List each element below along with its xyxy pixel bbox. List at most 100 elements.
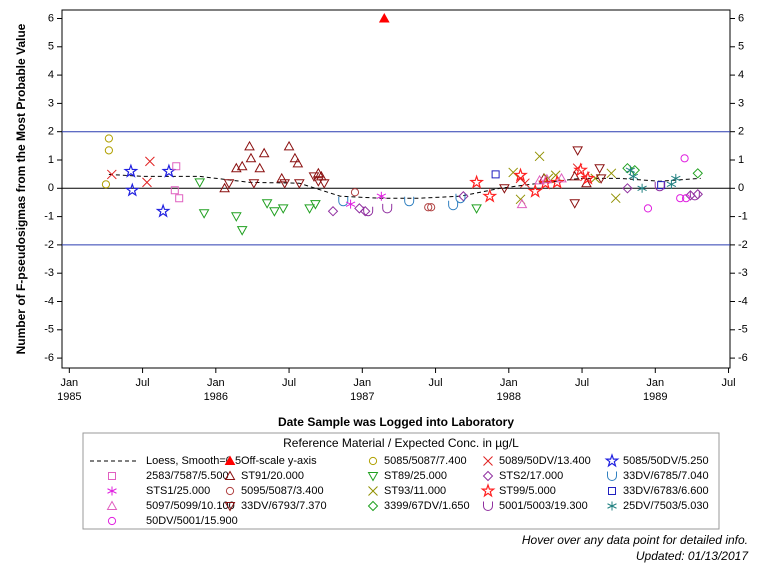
data-point [276, 172, 288, 183]
x-tick-label: Jan [60, 377, 78, 389]
y-tick-label: 0 [48, 182, 54, 194]
data-point [527, 183, 543, 198]
y-tick-label: 5 [48, 41, 54, 53]
data-point [680, 154, 689, 163]
data-point [643, 204, 653, 213]
legend-marker [607, 471, 617, 481]
data-point [236, 160, 248, 171]
data-point [541, 173, 553, 184]
y-axis-label: Number of F-pseudosigmas from the Most P… [14, 23, 28, 354]
data-point [236, 226, 248, 236]
legend-marker [368, 486, 378, 496]
y2-tick-label: -5 [738, 324, 748, 336]
data-point [124, 182, 140, 197]
legend-marker [224, 455, 236, 465]
y-tick-label: 2 [48, 126, 54, 138]
legend-title: Reference Material / Expected Conc. in µ… [283, 436, 519, 450]
legend-marker [480, 483, 496, 498]
legend-label: Off-scale y-axis [241, 455, 317, 467]
legend-label: STS2/17.000 [499, 470, 563, 482]
data-point [629, 164, 640, 176]
data-point [310, 200, 321, 210]
x-year-label: 1988 [497, 391, 521, 403]
y2-tick-label: 0 [738, 182, 744, 194]
data-point [123, 163, 139, 178]
data-point [170, 186, 179, 195]
data-point [292, 157, 304, 168]
x-tick-label: Jul [282, 377, 296, 389]
data-point [230, 162, 242, 173]
data-point [345, 199, 356, 209]
note: Updated: 01/13/2017 [636, 549, 749, 563]
data-point [360, 206, 371, 217]
data-point [354, 203, 365, 214]
x-tick-label: Jul [575, 377, 589, 389]
data-point [104, 146, 113, 155]
data-point [622, 183, 633, 194]
y-tick-label: -5 [44, 324, 54, 336]
data-point [681, 194, 691, 203]
data-point [448, 200, 459, 211]
legend-marker [106, 500, 118, 510]
legend-label: 5097/5099/10.100 [146, 500, 235, 512]
data-point [516, 198, 528, 209]
data-point [637, 183, 647, 193]
data-point [628, 171, 639, 181]
data-point [534, 151, 545, 162]
legend-marker [482, 470, 494, 482]
data-point [469, 174, 485, 189]
legend-label: 25DV/7503/5.030 [623, 500, 709, 512]
data-point [145, 156, 155, 167]
y2-tick-label: -2 [738, 239, 748, 251]
data-point [104, 134, 113, 143]
data-point [654, 181, 665, 192]
legend-label: Loess, Smooth=0.5 [146, 455, 241, 467]
data-point [175, 194, 184, 203]
legend-label: ST91/20.000 [241, 470, 304, 482]
data-point [569, 199, 581, 209]
x-tick-label: Jul [136, 377, 150, 389]
data-point [458, 191, 469, 202]
legend-label: 3399/67DV/1.650 [384, 500, 470, 512]
legend-marker [604, 453, 620, 468]
legend-label: 5089/50DV/13.400 [499, 455, 591, 467]
x-axis-label: Date Sample was Logged into Laboratory [278, 415, 514, 429]
legend-label: ST93/11.000 [384, 485, 446, 497]
data-point [106, 169, 117, 180]
data-point [245, 152, 257, 163]
data-point [327, 206, 339, 217]
data-point [142, 177, 152, 188]
data-point [244, 140, 255, 151]
legend-marker [483, 501, 493, 511]
x-year-label: 1986 [204, 391, 228, 403]
data-point [194, 178, 206, 188]
legend-frame [82, 432, 720, 530]
data-point [499, 184, 510, 194]
legend-label: 33DV/6783/6.600 [623, 485, 709, 497]
data-point [556, 172, 567, 183]
data-point [318, 179, 330, 189]
legend-label: ST99/5.000 [499, 485, 556, 497]
data-point [248, 179, 260, 189]
data-point [537, 175, 553, 190]
legend-marker [368, 456, 378, 466]
data-point [610, 193, 621, 204]
y-tick-label: -4 [44, 295, 54, 307]
y-tick-label: -3 [44, 267, 54, 279]
y-tick-label: -2 [44, 239, 54, 251]
x-tick-label: Jan [353, 377, 371, 389]
data-point [625, 165, 636, 175]
x-tick-label: Jan [646, 377, 664, 389]
loess-line [108, 173, 701, 199]
data-point [424, 203, 433, 212]
legend-marker [367, 500, 379, 512]
legend-marker [367, 472, 379, 482]
data-point [471, 204, 482, 214]
legend-marker [224, 502, 236, 512]
y2-tick-label: -6 [738, 352, 748, 364]
y-tick-label: -1 [44, 210, 54, 222]
y2-tick-label: 5 [738, 41, 744, 53]
legend-label: 5085/5087/7.400 [384, 455, 467, 467]
legend-label: STS1/25.000 [146, 485, 210, 497]
